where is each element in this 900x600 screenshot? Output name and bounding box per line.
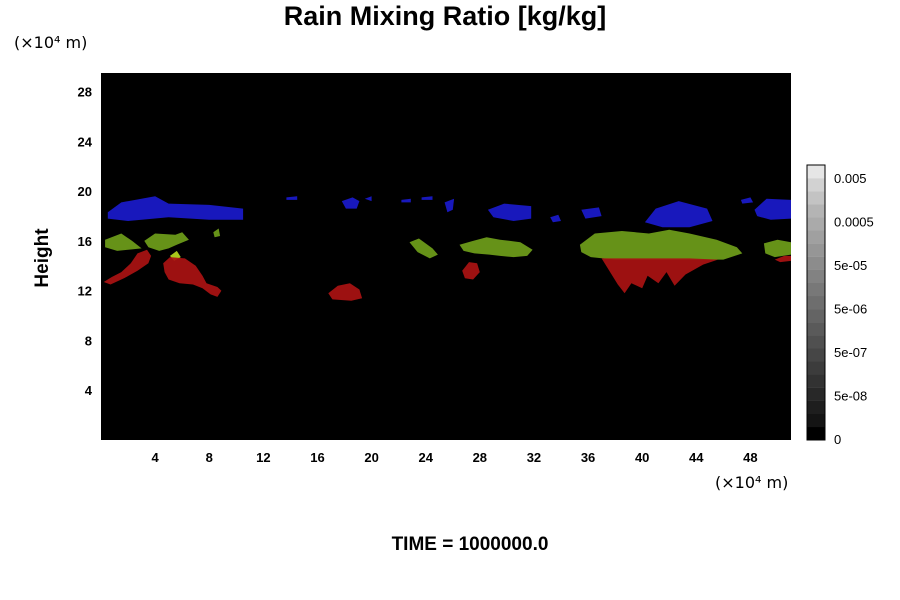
rain-feature-14: [144, 232, 189, 251]
rain-feature-9: [581, 207, 602, 219]
x-tick-label: 36: [581, 450, 595, 465]
y-tick-label: 4: [85, 383, 93, 398]
colorbar-segment: [807, 204, 825, 218]
rain-feature-25: [601, 258, 718, 294]
colorbar-ticks: 0.005 0.0005 5e-05 5e-06 5e-07 5e-08 0: [834, 171, 874, 447]
rain-feature-19: [763, 239, 791, 258]
rain-feature-21: [103, 249, 152, 285]
rain-feature-18: [579, 229, 743, 260]
y-tick-label: 8: [85, 333, 92, 348]
colorbar-segment: [807, 256, 825, 270]
y-axis-unit: (×10⁴ m): [14, 33, 87, 52]
colorbar-segment: [807, 165, 825, 179]
colorbar-tick-label: 5e-06: [834, 302, 867, 317]
x-tick-label: 28: [473, 450, 487, 465]
y-tick-label: 20: [78, 184, 92, 199]
y-tick-label: 24: [78, 134, 93, 149]
rain-feature-0: [107, 196, 244, 221]
rain-feature-2: [341, 197, 360, 209]
rain-feature-23: [328, 283, 363, 301]
colorbar-segment: [807, 217, 825, 231]
rain-feature-17: [459, 237, 533, 258]
colorbar-segment: [807, 230, 825, 244]
x-tick-label: 40: [635, 450, 649, 465]
colorbar-segment: [807, 309, 825, 323]
rain-feature-1: [286, 196, 298, 200]
colorbar-segment: [807, 322, 825, 336]
x-tick-label: 44: [689, 450, 704, 465]
y-ticks: 4 8 12 16 20 24 28: [78, 85, 93, 399]
colorbar-segment: [807, 243, 825, 257]
colorbar-segment: [807, 426, 825, 441]
time-label: TIME = 1000000.0: [392, 534, 549, 555]
rain-feature-22: [163, 257, 222, 297]
chart-title: Rain Mixing Ratio [kg/kg]: [284, 1, 607, 31]
colorbar-tick-label: 0: [834, 432, 841, 447]
colorbar-tick-label: 5e-08: [834, 389, 867, 404]
rain-feature-3: [364, 196, 372, 202]
colorbar-segment: [807, 295, 825, 310]
rain-feature-13: [105, 233, 142, 251]
rain-feature-15: [213, 228, 221, 238]
x-tick-label: 24: [418, 450, 433, 465]
x-axis-unit: (×10⁴ m): [715, 473, 788, 492]
colorbar-frame: [806, 164, 826, 441]
y-axis-label: Height: [32, 228, 53, 288]
colorbar-segment: [807, 348, 825, 362]
colorbar-segment: [807, 191, 825, 205]
rain-feature-12: [754, 198, 791, 220]
x-ticks: 4 8 12 16 20 24 28 32 36 40 44 48: [152, 450, 758, 465]
rain-feature-8: [550, 214, 561, 223]
rain-feature-7: [487, 203, 532, 221]
x-tick-label: 48: [743, 450, 757, 465]
colorbar-tick-label: 0.0005: [834, 215, 874, 230]
rain-feature-10: [644, 201, 713, 228]
colorbar-segment: [807, 178, 825, 192]
rain-feature-6: [444, 198, 455, 213]
colorbar-segment: [807, 387, 825, 401]
y-tick-label: 28: [78, 85, 92, 100]
rain-features: [103, 196, 791, 301]
rain-feature-4: [401, 198, 411, 203]
colorbar-segment: [807, 269, 825, 284]
x-tick-label: 12: [256, 450, 270, 465]
rain-feature-5: [421, 196, 433, 200]
colorbar-segment: [807, 400, 825, 415]
colorbar-tick-label: 5e-07: [834, 345, 867, 360]
rain-feature-16: [409, 238, 438, 259]
colorbar-segment: [807, 335, 825, 349]
rain-feature-24: [462, 262, 480, 280]
y-tick-label: 16: [78, 234, 92, 249]
rain-feature-11: [740, 197, 754, 204]
colorbar: [806, 164, 826, 441]
colorbar-tick-label: 0.005: [834, 171, 867, 186]
colorbar-segment: [807, 413, 825, 428]
colorbar-segment: [807, 282, 825, 297]
x-tick-label: 32: [527, 450, 541, 465]
x-tick-label: 20: [364, 450, 378, 465]
rain-feature-26: [774, 255, 791, 263]
x-tick-label: 8: [206, 450, 213, 465]
y-tick-label: 12: [78, 284, 92, 299]
x-tick-label: 4: [152, 450, 160, 465]
colorbar-segment: [807, 374, 825, 388]
colorbar-tick-label: 5e-05: [834, 258, 867, 273]
colorbar-segment: [807, 361, 825, 375]
x-tick-label: 16: [310, 450, 324, 465]
